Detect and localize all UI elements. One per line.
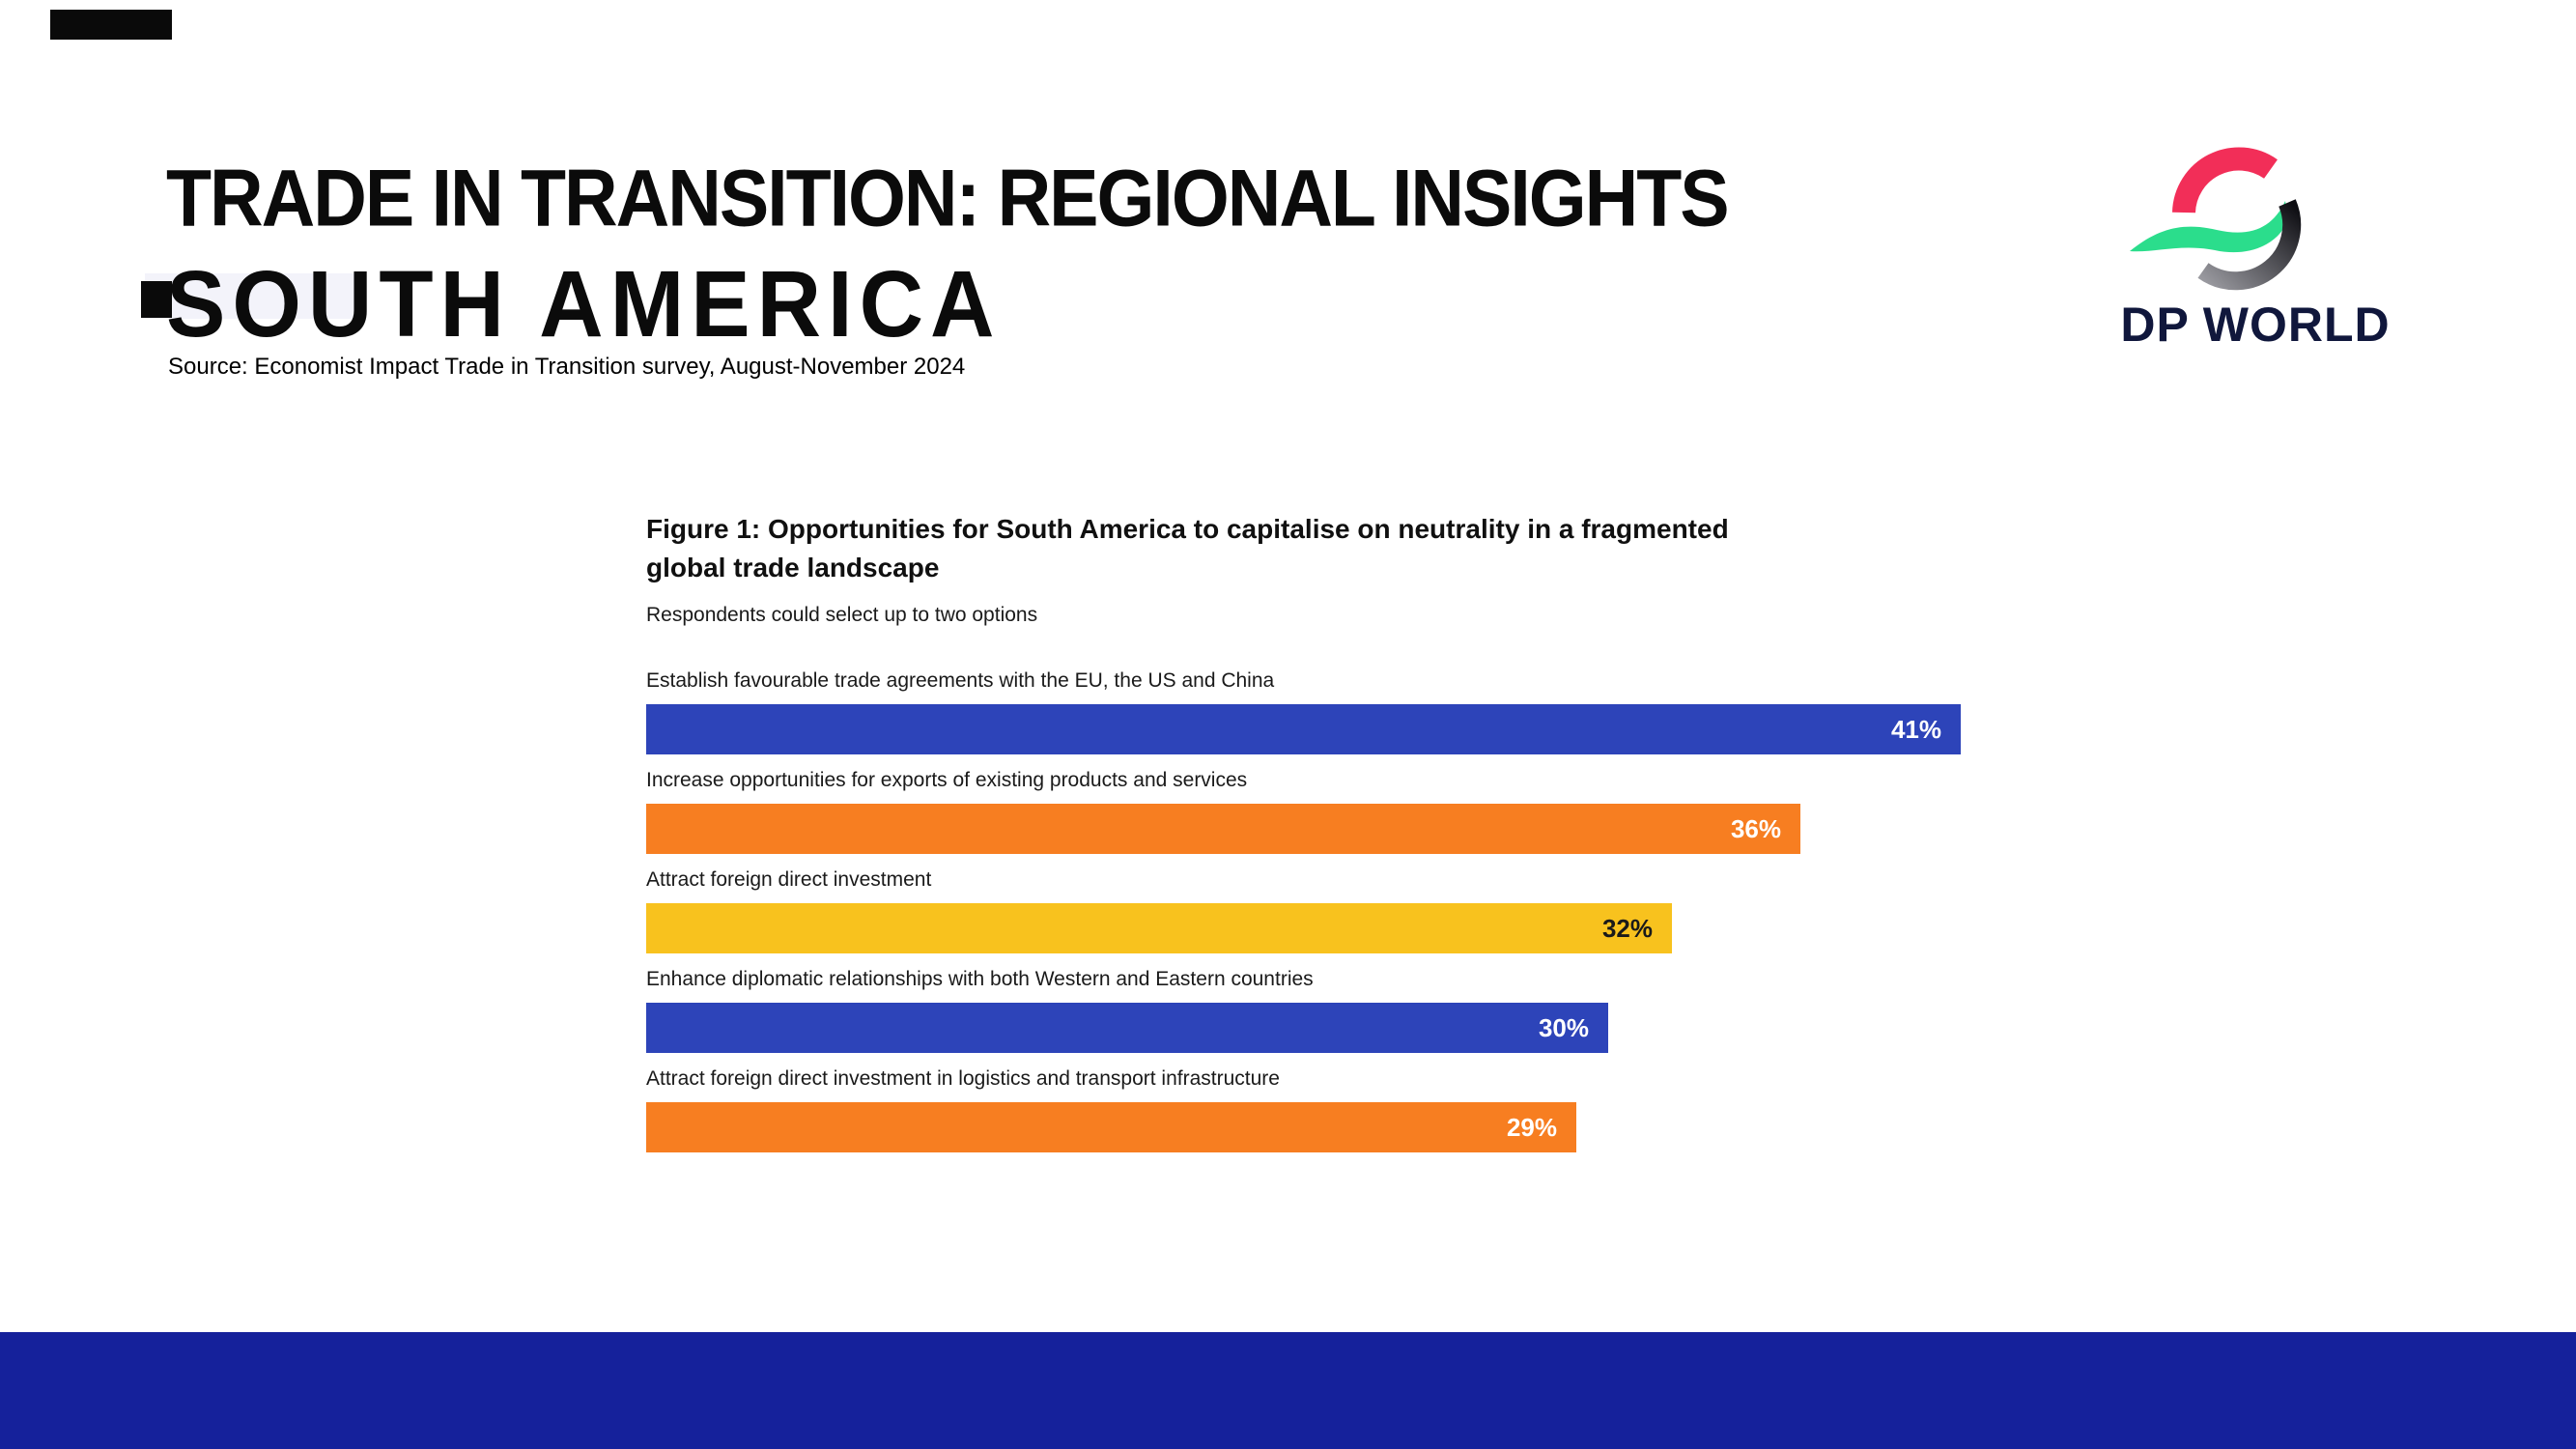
bar-value-label: 29%: [1506, 1112, 1557, 1142]
bar: 30%: [646, 1003, 1608, 1053]
bar-value-label: 30%: [1538, 1012, 1589, 1042]
region-highlight-box: [145, 273, 359, 319]
bar-row: Attract foreign direct investment in log…: [646, 1065, 2095, 1152]
bar: 36%: [646, 804, 1800, 854]
bar-category-label: Attract foreign direct investment in log…: [646, 1067, 1280, 1090]
bar-chart: Establish favourable trade agreements wi…: [646, 668, 2095, 1152]
bar-category-label: Increase opportunities for exports of ex…: [646, 769, 1248, 791]
page-title: TRADE IN TRANSITION: REGIONAL INSIGHTS: [166, 154, 1730, 243]
figure-title-line1: Figure 1: Opportunities for South Americ…: [646, 514, 1729, 544]
bar: 32%: [646, 903, 1672, 953]
figure-subtitle: Respondents could select up to two optio…: [646, 604, 1038, 626]
bar-category-label: Attract foreign direct investment: [646, 868, 932, 891]
figure-title: Figure 1: Opportunities for South Americ…: [646, 510, 2095, 587]
bar-value-label: 32%: [1601, 913, 1653, 943]
bar-value-label: 41%: [1890, 714, 1941, 744]
dp-world-logo: DP WORLD: [2110, 143, 2420, 360]
dp-world-globe-icon: DP WORLD: [2120, 147, 2390, 352]
decor-black-block-top: [50, 10, 172, 40]
figure-1-chart: Figure 1: Opportunities for South Americ…: [646, 510, 2095, 1165]
bar: 41%: [646, 704, 1961, 754]
bar-row: Attract foreign direct investment 32%: [646, 867, 2095, 953]
figure-title-line2: global trade landscape: [646, 553, 940, 582]
bar-row: Increase opportunities for exports of ex…: [646, 767, 2095, 854]
region-title: SOUTH AMERICA: [166, 252, 1002, 357]
bar-category-label: Establish favourable trade agreements wi…: [646, 669, 1275, 692]
decor-black-block-region: [141, 281, 172, 318]
dp-world-wordmark: DP WORLD: [2120, 298, 2390, 352]
bar-row: Establish favourable trade agreements wi…: [646, 668, 2095, 754]
bar-row: Enhance diplomatic relationships with bo…: [646, 966, 2095, 1053]
bar: 29%: [646, 1102, 1576, 1152]
source-note: Source: Economist Impact Trade in Transi…: [168, 354, 966, 380]
bar-value-label: 36%: [1730, 813, 1781, 843]
footer-band: [0, 1332, 2576, 1449]
bar-category-label: Enhance diplomatic relationships with bo…: [646, 968, 1314, 990]
